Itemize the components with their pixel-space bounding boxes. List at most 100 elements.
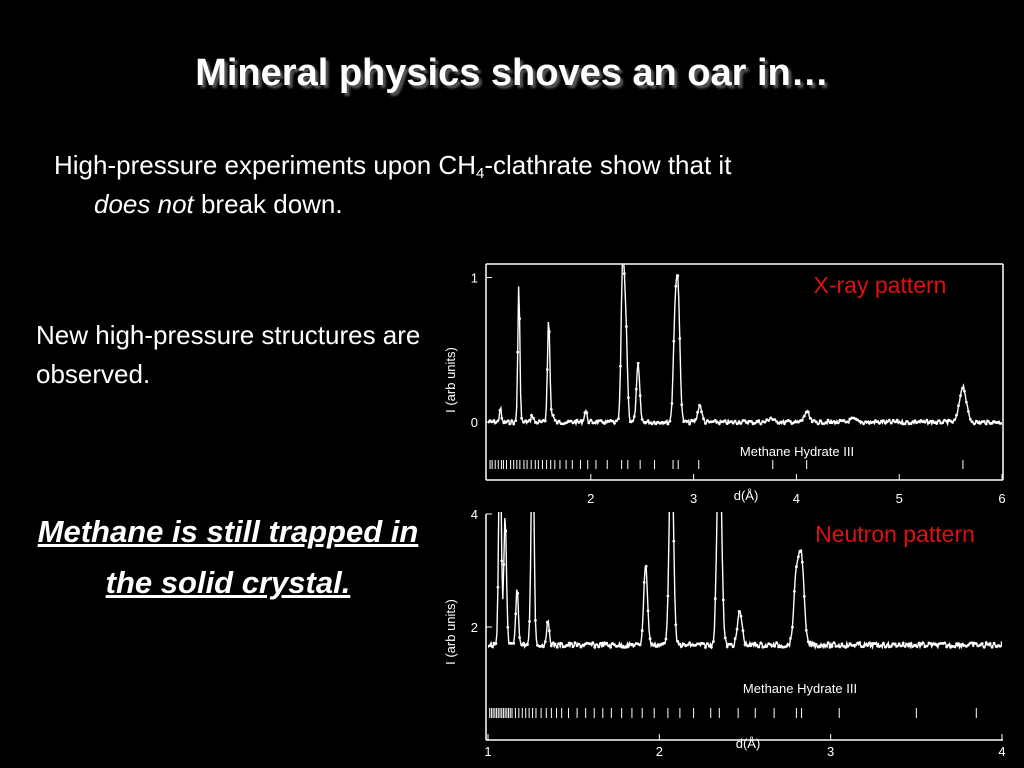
data-point bbox=[672, 339, 676, 343]
data-point bbox=[686, 643, 690, 647]
data-point bbox=[575, 644, 579, 648]
data-point bbox=[504, 421, 508, 424]
data-point bbox=[494, 642, 498, 645]
data-point bbox=[536, 421, 539, 425]
data-point bbox=[628, 642, 632, 646]
data-point bbox=[729, 642, 733, 646]
data-point bbox=[646, 609, 650, 613]
data-point bbox=[992, 641, 996, 645]
data-point bbox=[998, 422, 1002, 425]
data-point bbox=[549, 644, 553, 648]
data-point bbox=[737, 610, 741, 613]
data-point bbox=[824, 421, 828, 424]
data-point bbox=[799, 550, 802, 553]
data-point bbox=[520, 416, 523, 420]
data-point bbox=[885, 420, 889, 424]
data-point bbox=[553, 642, 557, 646]
x-axis-label: d(Å) bbox=[736, 736, 761, 751]
data-point bbox=[800, 418, 804, 422]
data-point bbox=[688, 422, 691, 426]
data-point bbox=[818, 645, 822, 649]
data-point bbox=[733, 637, 737, 641]
data-point bbox=[611, 419, 614, 423]
data-point bbox=[717, 422, 721, 426]
data-point bbox=[514, 419, 518, 422]
data-point bbox=[988, 642, 992, 645]
data-point bbox=[686, 420, 690, 423]
data-point bbox=[702, 417, 705, 421]
data-point bbox=[812, 419, 816, 422]
data-point bbox=[542, 645, 545, 649]
data-point bbox=[508, 641, 512, 645]
data-point bbox=[980, 642, 984, 645]
data-point bbox=[961, 386, 964, 390]
data-point bbox=[490, 645, 494, 648]
data-point bbox=[585, 411, 589, 415]
data-point bbox=[672, 539, 676, 543]
data-point bbox=[745, 644, 749, 647]
data-point bbox=[644, 564, 648, 568]
data-point bbox=[577, 421, 581, 424]
data-point bbox=[680, 403, 684, 407]
data-point bbox=[674, 623, 678, 627]
data-point bbox=[842, 419, 846, 422]
data-point bbox=[785, 645, 788, 648]
data-point bbox=[773, 644, 777, 648]
y-tick-label: 4 bbox=[471, 507, 478, 522]
data-point bbox=[771, 418, 775, 421]
data-point bbox=[702, 642, 705, 645]
data-point bbox=[565, 643, 569, 647]
data-point bbox=[719, 420, 723, 424]
data-point bbox=[765, 645, 769, 648]
data-point bbox=[791, 625, 794, 629]
data-point bbox=[506, 625, 510, 629]
data-point bbox=[735, 627, 739, 631]
data-point bbox=[638, 394, 642, 397]
data-point bbox=[549, 408, 553, 411]
data-point bbox=[814, 643, 818, 646]
data-point bbox=[557, 419, 561, 423]
x-tick-label: 3 bbox=[827, 744, 834, 759]
data-point bbox=[974, 419, 978, 423]
data-point bbox=[753, 421, 757, 425]
data-point bbox=[895, 644, 899, 648]
data-point bbox=[937, 419, 941, 423]
data-point bbox=[518, 636, 521, 639]
conclusion-text: Methane is still trapped in the solid cr… bbox=[37, 514, 419, 600]
data-point bbox=[802, 595, 806, 598]
data-point bbox=[824, 644, 828, 647]
data-point bbox=[514, 612, 518, 616]
data-point bbox=[613, 421, 616, 425]
data-point bbox=[640, 418, 644, 421]
data-point bbox=[858, 641, 862, 644]
data-point bbox=[733, 419, 737, 423]
data-point bbox=[935, 422, 939, 425]
data-point bbox=[990, 645, 994, 649]
data-point bbox=[953, 645, 956, 649]
slide-title: Mineral physics shoves an oar in… bbox=[195, 52, 829, 94]
data-point bbox=[913, 643, 917, 647]
bullet1-subscript: 4 bbox=[475, 165, 485, 182]
data-point bbox=[512, 422, 516, 426]
data-point bbox=[654, 422, 658, 426]
data-point bbox=[878, 421, 881, 425]
data-point bbox=[688, 641, 691, 645]
y-axis-label: I (arb units) bbox=[443, 599, 458, 665]
phase-label: Methane Hydrate III bbox=[743, 681, 857, 696]
data-point bbox=[638, 643, 642, 647]
data-point bbox=[802, 414, 806, 418]
data-point bbox=[669, 473, 672, 476]
data-point bbox=[925, 418, 929, 422]
y-tick-label: 1 bbox=[471, 271, 478, 286]
data-point bbox=[737, 420, 741, 424]
data-point bbox=[526, 420, 529, 423]
data-point bbox=[866, 644, 869, 647]
data-point bbox=[597, 645, 601, 649]
data-point bbox=[723, 636, 727, 640]
bullet1-text: High-pressure experiments upon CH bbox=[54, 150, 476, 180]
data-point bbox=[947, 643, 950, 647]
data-point bbox=[579, 645, 583, 649]
data-point bbox=[648, 637, 652, 641]
data-point bbox=[941, 421, 945, 425]
data-point bbox=[967, 643, 970, 647]
